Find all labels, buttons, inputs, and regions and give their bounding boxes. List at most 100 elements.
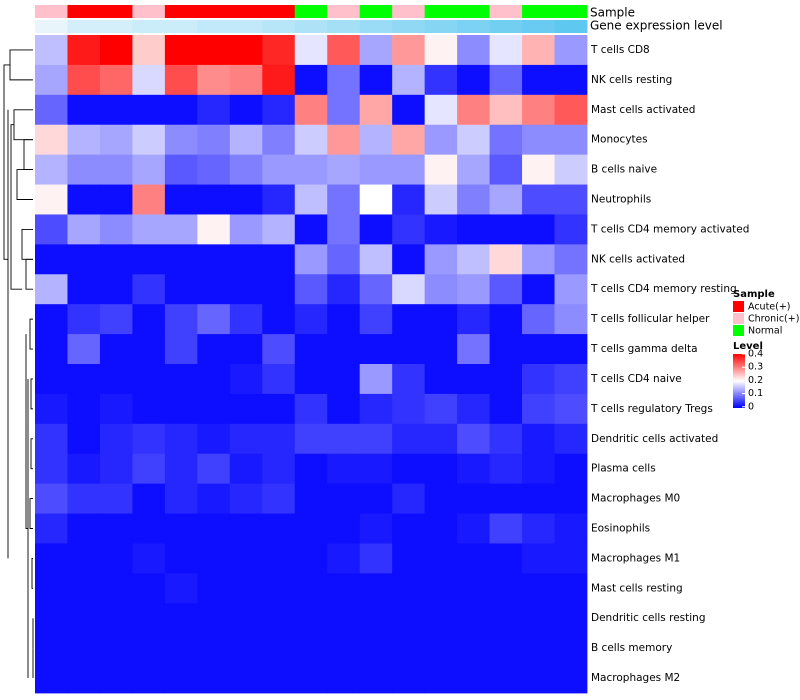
- heatmap-cell: [35, 603, 68, 634]
- heatmap-cell: [327, 304, 361, 335]
- heatmap-cell: [67, 274, 101, 305]
- heatmap-cell: [489, 214, 523, 245]
- heatmap-cell: [164, 304, 198, 335]
- heatmap-cell: [457, 393, 490, 425]
- heatmap-cell: [197, 603, 231, 634]
- dendrogram-branch: [29, 318, 33, 350]
- heatmap-cell: [132, 124, 166, 156]
- heatmap-cell: [359, 543, 393, 574]
- colorbar-tick-label: 0.3: [748, 362, 763, 373]
- heatmap-cell: [229, 214, 263, 245]
- sample-annotation-cell: [99, 5, 133, 18]
- heatmap-cell: [489, 94, 523, 126]
- expression-level-cell: [489, 20, 523, 33]
- heatmap-cell: [522, 124, 555, 156]
- expression-level-track: [35, 20, 588, 33]
- sample-annotation-cell: [67, 5, 101, 18]
- legend-entry-label: Acute(+): [748, 302, 791, 313]
- sample-annotation-cell: [457, 5, 490, 18]
- heatmap-cell: [229, 543, 263, 574]
- heatmap-cell: [392, 663, 426, 694]
- heatmap-cell: [132, 154, 166, 185]
- heatmap-cell: [35, 393, 68, 425]
- heatmap-cell: [457, 573, 490, 604]
- heatmap-cell: [554, 543, 588, 574]
- row-label: Macrophages M2: [591, 672, 680, 684]
- row-label: NK cells activated: [591, 253, 685, 265]
- legend-swatch: [733, 313, 744, 324]
- heatmap-cell: [392, 274, 426, 305]
- heatmap-cell: [229, 364, 263, 395]
- heatmap-cell: [262, 513, 296, 544]
- heatmap-cell: [424, 334, 458, 365]
- heatmap-cell: [132, 334, 166, 365]
- heatmap-cell: [392, 453, 426, 485]
- row-label: Eosinophils: [591, 523, 650, 535]
- heatmap-cell: [392, 633, 426, 664]
- heatmap-cell: [197, 513, 231, 544]
- heatmap-cell: [554, 35, 588, 66]
- heatmap-cell: [67, 154, 101, 185]
- heatmap-cell: [67, 543, 101, 574]
- heatmap-cell: [489, 124, 523, 156]
- dendrogram-branch: [21, 228, 33, 260]
- heatmap-cell: [359, 304, 393, 335]
- heatmap-cell: [197, 364, 231, 395]
- heatmap-cell: [392, 393, 426, 425]
- heatmap-cell: [132, 304, 166, 335]
- heatmap-cell: [489, 603, 523, 634]
- heatmap-cell: [327, 244, 361, 275]
- row-label: NK cells resting: [591, 74, 672, 86]
- heatmap-cell: [294, 334, 328, 365]
- row-label: T cells CD4 naive: [590, 373, 682, 385]
- expression-level-cell: [262, 20, 296, 33]
- heatmap-cell: [294, 184, 328, 215]
- heatmap-cell: [327, 184, 361, 215]
- heatmap-cells: [35, 35, 588, 694]
- dendrogram-branch: [29, 498, 33, 529]
- heatmap-cell: [327, 124, 361, 156]
- heatmap-cell: [522, 154, 555, 185]
- heatmap-cell: [392, 364, 426, 395]
- heatmap-cell: [164, 603, 198, 634]
- dendrogram-branch: [3, 64, 10, 260]
- heatmap-cell: [132, 423, 166, 455]
- heatmap-cell: [262, 423, 296, 455]
- sample-annotation-track: [35, 5, 588, 18]
- heatmap-cell: [67, 35, 101, 66]
- heatmap-cell: [229, 184, 263, 215]
- row-label: Plasma cells: [591, 463, 656, 475]
- heatmap-cell: [294, 543, 328, 574]
- heatmap-cell: [262, 94, 296, 126]
- heatmap-cell: [99, 453, 133, 485]
- heatmap-cell: [35, 184, 68, 215]
- heatmap-cell: [359, 214, 393, 245]
- heatmap-cell: [294, 423, 328, 455]
- heatmap-cell: [424, 214, 458, 245]
- expression-level-cell: [35, 20, 68, 33]
- heatmap-cell: [522, 94, 555, 126]
- sample-annotation-cell: [392, 5, 426, 18]
- heatmap-cell: [132, 393, 166, 425]
- heatmap-cell: [229, 35, 263, 66]
- heatmap-cell: [457, 423, 490, 455]
- heatmap-cell: [554, 423, 588, 455]
- heatmap-cell: [327, 364, 361, 395]
- heatmap-cell: [522, 184, 555, 215]
- heatmap-cell: [327, 573, 361, 604]
- heatmap-cell: [392, 214, 426, 245]
- heatmap-cell: [359, 453, 393, 485]
- sample-annotation-cell: [522, 5, 555, 18]
- heatmap-cell: [229, 244, 263, 275]
- heatmap-cell: [359, 603, 393, 634]
- heatmap-cell: [457, 214, 490, 245]
- heatmap-cell: [294, 94, 328, 126]
- sample-annotation-cell: [35, 5, 68, 18]
- heatmap-cell: [262, 64, 296, 96]
- heatmap-cell: [294, 513, 328, 544]
- dendrogram-branch: [25, 258, 33, 290]
- dendrogram-branch: [23, 139, 33, 171]
- heatmap-cell: [424, 633, 458, 664]
- heatmap-cell: [327, 64, 361, 96]
- heatmap-cell: [164, 393, 198, 425]
